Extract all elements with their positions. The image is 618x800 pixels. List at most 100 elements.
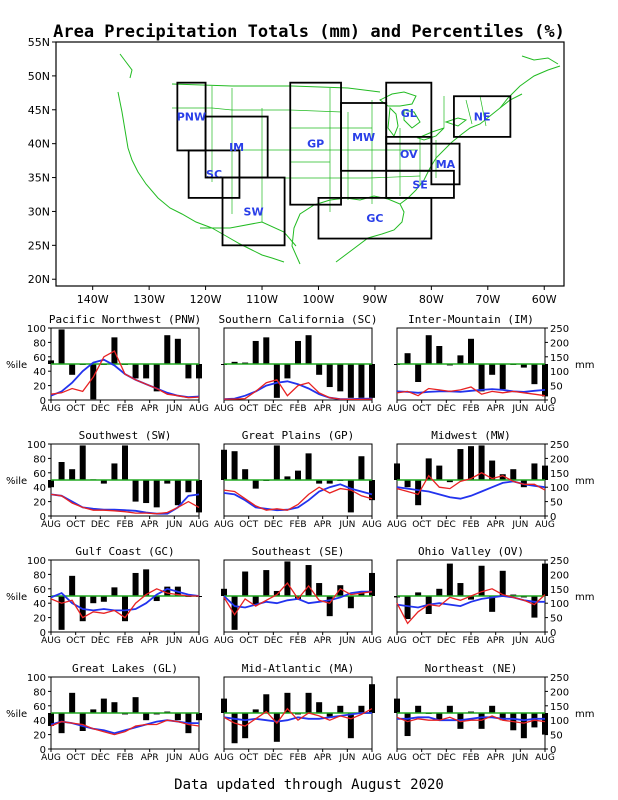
month-label: AUG bbox=[189, 636, 209, 646]
percentile-bar bbox=[111, 463, 118, 480]
month-label: APR bbox=[141, 753, 159, 763]
month-label: JUN bbox=[165, 753, 182, 763]
footer-note: Data updated through August 2020 bbox=[174, 777, 444, 793]
percentile-bar bbox=[132, 364, 139, 379]
right-tick-label: 250 bbox=[550, 324, 569, 335]
month-label: AUG bbox=[189, 520, 209, 530]
percentile-bar bbox=[305, 335, 312, 364]
percentile-bar bbox=[132, 480, 139, 502]
percentile-bar bbox=[489, 364, 496, 375]
left-tick-label: 20 bbox=[33, 731, 46, 742]
month-label: JUN bbox=[338, 404, 355, 414]
month-label: AUG bbox=[214, 753, 234, 763]
month-label: AUG bbox=[387, 520, 407, 530]
left-tick-label: 40 bbox=[33, 716, 46, 727]
left-axis-label: %ile bbox=[6, 592, 27, 603]
panel-title: Mid-Atlantic (MA) bbox=[242, 662, 355, 675]
lat-label: 50N bbox=[28, 70, 50, 83]
month-label: OCT bbox=[66, 520, 85, 530]
lon-label: 80W bbox=[419, 293, 444, 306]
observed-precip-line bbox=[396, 386, 546, 397]
month-label: JUN bbox=[511, 404, 528, 414]
percentile-bar bbox=[457, 355, 464, 364]
month-label: DEC bbox=[264, 520, 283, 530]
left-axis-label: %ile bbox=[6, 360, 27, 371]
lat-label: 25N bbox=[28, 239, 50, 252]
map-panel: PNW SC IM SW GP MW GL OV SE GC MA NE 55N 50N 45N 40N 35… bbox=[28, 36, 565, 306]
percentile-bar bbox=[295, 340, 301, 364]
observed-precip-line bbox=[396, 588, 546, 625]
left-tick-label: 100 bbox=[27, 556, 46, 567]
percentile-bar bbox=[510, 469, 517, 480]
right-tick-label: 0 bbox=[550, 512, 556, 523]
month-label: OCT bbox=[239, 520, 258, 530]
percentile-bar bbox=[347, 364, 354, 398]
month-label: JUN bbox=[511, 753, 528, 763]
right-axis-label: mm bbox=[575, 592, 594, 603]
percentile-bar bbox=[174, 480, 181, 506]
lon-label: 110W bbox=[246, 293, 278, 306]
percentile-bar bbox=[326, 364, 333, 388]
left-tick-label: 0 bbox=[40, 745, 46, 756]
percentile-bar bbox=[305, 692, 312, 713]
left-tick-label: 100 bbox=[27, 440, 46, 451]
panels: Pacific Northwest (PNW) AUG OCT DEC FEB APR JU… bbox=[6, 313, 594, 763]
month-label: AUG bbox=[189, 404, 209, 414]
percentile-bar bbox=[531, 364, 538, 385]
normal-precip-line bbox=[223, 712, 372, 723]
month-label: AUG bbox=[41, 753, 61, 763]
month-label: AUG bbox=[387, 636, 407, 646]
percentile-bar bbox=[242, 571, 249, 596]
lat-label: 55N bbox=[28, 36, 50, 49]
region-box-sc bbox=[187, 149, 241, 199]
lon-label: 130W bbox=[133, 293, 165, 306]
percentile-bar bbox=[337, 364, 344, 392]
panel-9: Great Lakes (GL)AUG OCT DEC FEB APR JUN AUG020… bbox=[6, 662, 209, 763]
percentile-bar bbox=[457, 449, 464, 480]
percentile-bar bbox=[242, 469, 249, 480]
percentile-bar bbox=[415, 364, 422, 382]
percentile-bar bbox=[489, 460, 496, 480]
percentile-bar bbox=[489, 705, 496, 713]
panel-title: Inter-Mountain (IM) bbox=[408, 313, 534, 326]
right-tick-label: 50 bbox=[550, 614, 563, 625]
panel-3: Southwest (SW)AUG OCT DEC FEB APR JUN AUG02040… bbox=[6, 429, 209, 530]
percentile-bar bbox=[337, 585, 344, 596]
right-tick-label: 50 bbox=[550, 731, 563, 742]
map-frame bbox=[55, 41, 565, 287]
percentile-bar bbox=[358, 592, 365, 596]
month-label: DEC bbox=[264, 636, 283, 646]
left-tick-label: 80 bbox=[33, 338, 46, 349]
left-axis-label: %ile bbox=[6, 709, 27, 720]
percentile-bar bbox=[404, 596, 411, 620]
percentile-bar bbox=[58, 462, 65, 480]
right-axis-label: mm bbox=[575, 709, 594, 720]
panel-title: Pacific Northwest (PNW) bbox=[49, 313, 201, 326]
percentile-bar bbox=[263, 570, 270, 596]
percentile-bar bbox=[358, 456, 365, 480]
region-label-gl: GL bbox=[401, 107, 417, 120]
region-box-sw bbox=[221, 176, 286, 247]
percentile-bar bbox=[284, 364, 291, 379]
percentile-bar bbox=[316, 702, 323, 713]
percentile-bar bbox=[58, 329, 65, 364]
lake-michigan bbox=[387, 106, 399, 138]
month-label: DEC bbox=[91, 404, 110, 414]
percentile-bar bbox=[284, 561, 291, 596]
percentile-bar bbox=[347, 480, 354, 513]
right-tick-label: 0 bbox=[550, 628, 556, 639]
panel-title: Gulf Coast (GC) bbox=[75, 545, 174, 558]
percentile-bar bbox=[122, 596, 128, 622]
month-label: JUN bbox=[165, 404, 182, 414]
month-label: AUG bbox=[535, 404, 555, 414]
percentile-bar bbox=[48, 480, 54, 488]
percentile-bar bbox=[111, 587, 118, 596]
percentile-bar bbox=[185, 480, 192, 493]
percentile-bar bbox=[132, 697, 139, 713]
month-label: AUG bbox=[387, 753, 407, 763]
left-tick-label: 100 bbox=[27, 673, 46, 684]
percentile-bar bbox=[69, 364, 76, 375]
percentile-bar bbox=[196, 364, 202, 379]
right-tick-label: 50 bbox=[550, 498, 563, 509]
percentile-bar bbox=[252, 340, 259, 364]
